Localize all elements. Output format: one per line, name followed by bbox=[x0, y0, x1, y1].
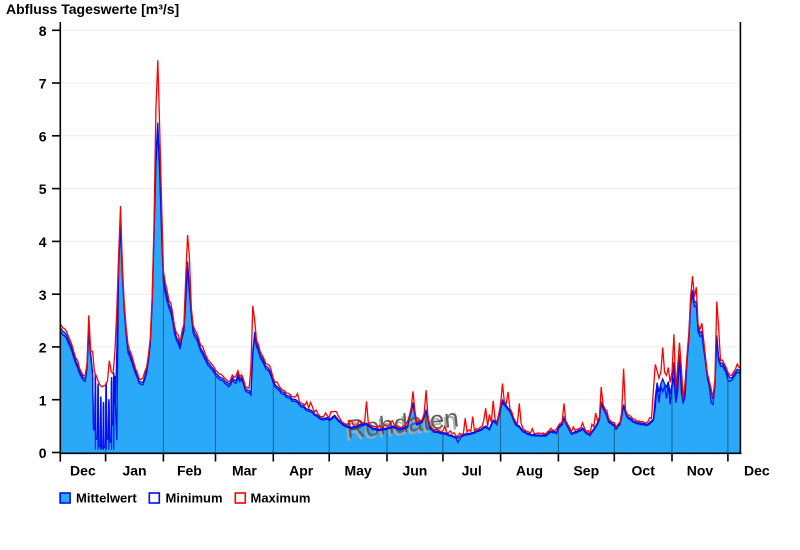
svg-text:Jan: Jan bbox=[122, 463, 146, 479]
svg-text:Dec: Dec bbox=[744, 463, 770, 479]
svg-text:Jul: Jul bbox=[462, 463, 482, 479]
svg-text:7: 7 bbox=[39, 76, 47, 92]
svg-text:Aug: Aug bbox=[516, 463, 543, 479]
svg-text:4: 4 bbox=[39, 234, 47, 250]
svg-text:May: May bbox=[344, 463, 371, 479]
svg-text:Abfluss Tageswerte [m³/s]: Abfluss Tageswerte [m³/s] bbox=[6, 1, 179, 17]
svg-text:8: 8 bbox=[39, 23, 47, 39]
svg-text:Dec: Dec bbox=[70, 463, 96, 479]
svg-text:Jun: Jun bbox=[402, 463, 427, 479]
svg-text:Minimum: Minimum bbox=[166, 491, 223, 506]
svg-text:Nov: Nov bbox=[687, 463, 714, 479]
svg-text:Oct: Oct bbox=[632, 463, 656, 479]
svg-text:Sep: Sep bbox=[573, 463, 599, 479]
svg-text:2: 2 bbox=[39, 340, 47, 356]
svg-text:Mittelwert: Mittelwert bbox=[76, 491, 137, 506]
svg-text:Feb: Feb bbox=[177, 463, 202, 479]
svg-text:1: 1 bbox=[39, 392, 47, 408]
svg-text:Apr: Apr bbox=[289, 463, 314, 479]
svg-text:5: 5 bbox=[39, 181, 47, 197]
svg-text:0: 0 bbox=[39, 445, 47, 461]
svg-text:Maximum: Maximum bbox=[251, 491, 311, 506]
svg-text:6: 6 bbox=[39, 128, 47, 144]
svg-text:Mar: Mar bbox=[232, 463, 257, 479]
svg-text:3: 3 bbox=[39, 287, 47, 303]
